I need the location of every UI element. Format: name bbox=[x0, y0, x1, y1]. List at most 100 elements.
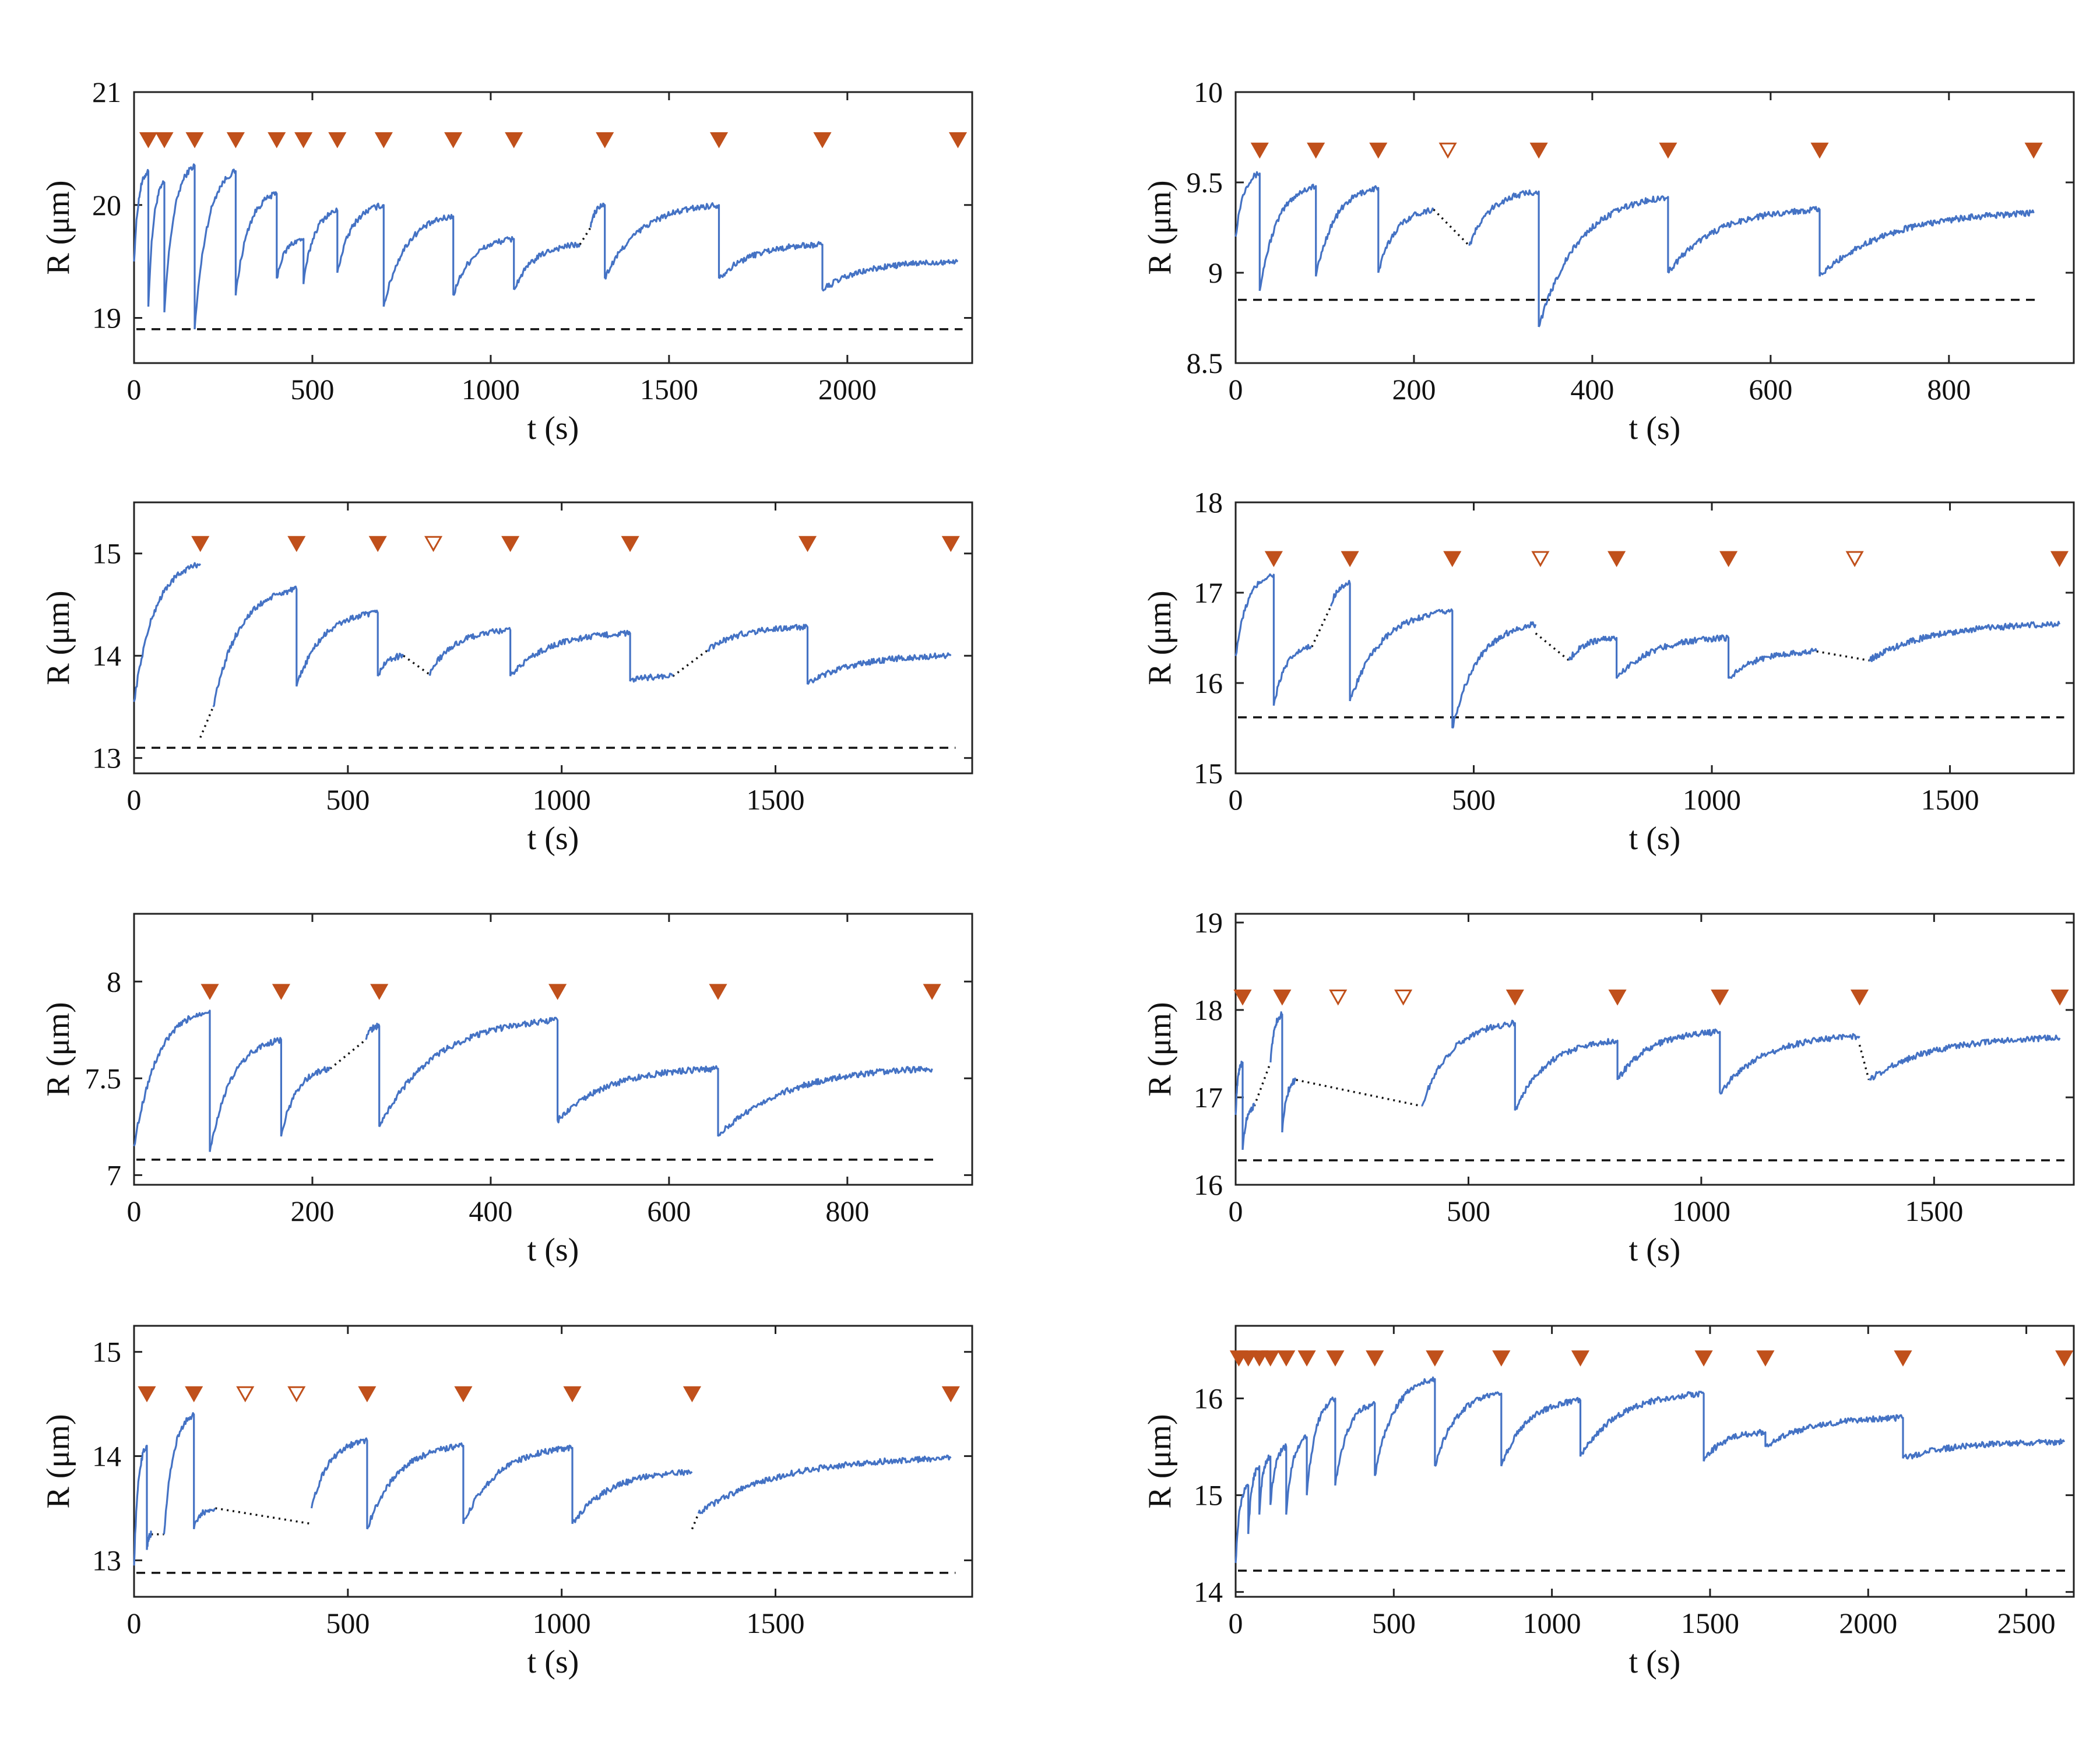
event-marker-filled bbox=[501, 536, 520, 552]
y-axis-label: R (μm) bbox=[1142, 590, 1178, 685]
trace-segment bbox=[513, 241, 581, 291]
y-tick-label: 8 bbox=[107, 965, 121, 998]
trace-segment bbox=[1538, 195, 1669, 328]
event-marker-filled bbox=[1233, 990, 1252, 1006]
x-tick-label: 1500 bbox=[1905, 1195, 1963, 1227]
event-marker-filled bbox=[272, 984, 290, 1000]
event-marker-filled bbox=[1277, 1350, 1296, 1367]
event-marker-filled bbox=[155, 132, 174, 149]
event-marker-filled bbox=[2024, 142, 2043, 159]
y-tick-label: 14 bbox=[92, 1440, 121, 1473]
trace-segment bbox=[310, 1437, 368, 1529]
x-tick-label: 800 bbox=[825, 1195, 869, 1227]
trace-segment bbox=[1349, 608, 1454, 728]
gap-dotted-segment bbox=[672, 650, 708, 677]
trace-segment bbox=[807, 652, 952, 685]
x-tick-label: 200 bbox=[1392, 373, 1436, 406]
event-marker-filled bbox=[1571, 1350, 1590, 1367]
event-marker-open bbox=[1394, 990, 1413, 1006]
trace-segment bbox=[1579, 1391, 1705, 1462]
x-tick-label: 1500 bbox=[1921, 783, 1979, 816]
event-marker-filled bbox=[1341, 551, 1359, 568]
gap-dotted-segment bbox=[579, 227, 592, 245]
trace-segment bbox=[697, 1454, 952, 1514]
y-tick-label: 13 bbox=[92, 742, 121, 775]
panel-7: 0 500 1000 1500 13 14 15 t (s) R (μm) bbox=[40, 1325, 973, 1680]
gap-dotted-segment bbox=[1816, 650, 1869, 661]
trace-segment bbox=[147, 180, 166, 312]
gap-dotted-segment bbox=[1858, 1044, 1870, 1080]
x-axis-label: t (s) bbox=[1629, 821, 1681, 857]
event-marker-filled bbox=[1326, 1350, 1345, 1367]
gap-dotted-segment bbox=[1296, 1079, 1422, 1107]
trace-segment bbox=[1451, 621, 1537, 729]
event-marker-filled bbox=[1608, 990, 1627, 1006]
y-tick-label: 19 bbox=[92, 302, 121, 335]
gap-dotted-segment bbox=[403, 654, 430, 675]
x-axis-label: t (s) bbox=[527, 1232, 579, 1268]
x-tick-label: 1000 bbox=[533, 783, 591, 816]
trace-segment bbox=[1468, 189, 1540, 327]
y-axis-label: R (μm) bbox=[1142, 180, 1178, 274]
trace-segment bbox=[1868, 1034, 2061, 1081]
trace-segment bbox=[1234, 171, 1261, 291]
x-tick-label: 1000 bbox=[1672, 1195, 1730, 1227]
y-tick-label: 7.5 bbox=[85, 1062, 122, 1094]
trace-segment bbox=[462, 1444, 574, 1525]
x-tick-label: 500 bbox=[1372, 1607, 1416, 1639]
panel-3: 0 500 1000 1500 13 14 15 t (s) R (μm) bbox=[40, 501, 973, 857]
event-marker-filled bbox=[941, 1386, 960, 1403]
event-marker-filled bbox=[1850, 990, 1869, 1006]
gap-dotted-segment bbox=[1253, 1062, 1272, 1107]
trace-segment bbox=[589, 202, 606, 279]
event-marker-filled bbox=[683, 1386, 702, 1403]
x-tick-label: 1500 bbox=[747, 1607, 805, 1639]
trace-segment bbox=[146, 1530, 152, 1550]
trace-segment bbox=[707, 624, 809, 685]
y-tick-label: 20 bbox=[92, 189, 121, 221]
trace-segment bbox=[193, 1507, 216, 1530]
trace-segment bbox=[133, 1445, 148, 1566]
trace-segment bbox=[163, 163, 196, 329]
trace-segment bbox=[1818, 209, 2035, 277]
x-tick-label: 1500 bbox=[640, 373, 698, 406]
x-tick-label: 2000 bbox=[1839, 1607, 1897, 1639]
event-marker-filled bbox=[1492, 1350, 1511, 1367]
trace-segment bbox=[1234, 1484, 1250, 1564]
y-tick-label: 16 bbox=[1194, 1382, 1223, 1415]
plot-frame bbox=[1234, 91, 2075, 364]
event-marker-open bbox=[287, 1386, 306, 1403]
trace-segment bbox=[1258, 1454, 1272, 1515]
trace-segment bbox=[378, 1016, 559, 1128]
event-marker-filled bbox=[1250, 142, 1269, 159]
x-tick-label: 800 bbox=[1927, 373, 1971, 406]
x-tick-label: 0 bbox=[127, 783, 142, 816]
y-axis-label: R (μm) bbox=[40, 590, 76, 685]
y-tick-label: 7 bbox=[107, 1159, 121, 1191]
y-tick-label: 16 bbox=[1194, 667, 1223, 699]
x-tick-label: 500 bbox=[326, 1607, 370, 1639]
trace-segment bbox=[276, 238, 305, 284]
trace-segment bbox=[1616, 1028, 1721, 1093]
gap-dotted-segment bbox=[1311, 606, 1332, 647]
x-tick-label: 400 bbox=[1570, 373, 1614, 406]
event-marker-filled bbox=[368, 536, 387, 552]
event-marker-filled bbox=[191, 536, 210, 552]
event-marker-filled bbox=[138, 1386, 156, 1403]
trace-segment bbox=[557, 1065, 719, 1136]
trace-segment bbox=[1269, 1443, 1288, 1515]
x-tick-label: 600 bbox=[1749, 373, 1792, 406]
event-marker-filled bbox=[709, 984, 727, 1000]
y-tick-label: 21 bbox=[92, 76, 121, 108]
x-tick-label: 0 bbox=[1229, 1607, 1243, 1639]
event-marker-filled bbox=[1264, 551, 1283, 568]
plot-frame bbox=[133, 501, 973, 775]
trace-segment bbox=[717, 1066, 933, 1137]
event-marker-filled bbox=[1711, 990, 1729, 1006]
trace-segment bbox=[1702, 1428, 1767, 1462]
event-marker-filled bbox=[1607, 551, 1626, 568]
event-marker-open bbox=[1531, 551, 1550, 568]
trace-segment bbox=[163, 1412, 195, 1534]
event-marker-filled bbox=[941, 536, 960, 552]
event-marker-filled bbox=[1297, 1350, 1316, 1367]
